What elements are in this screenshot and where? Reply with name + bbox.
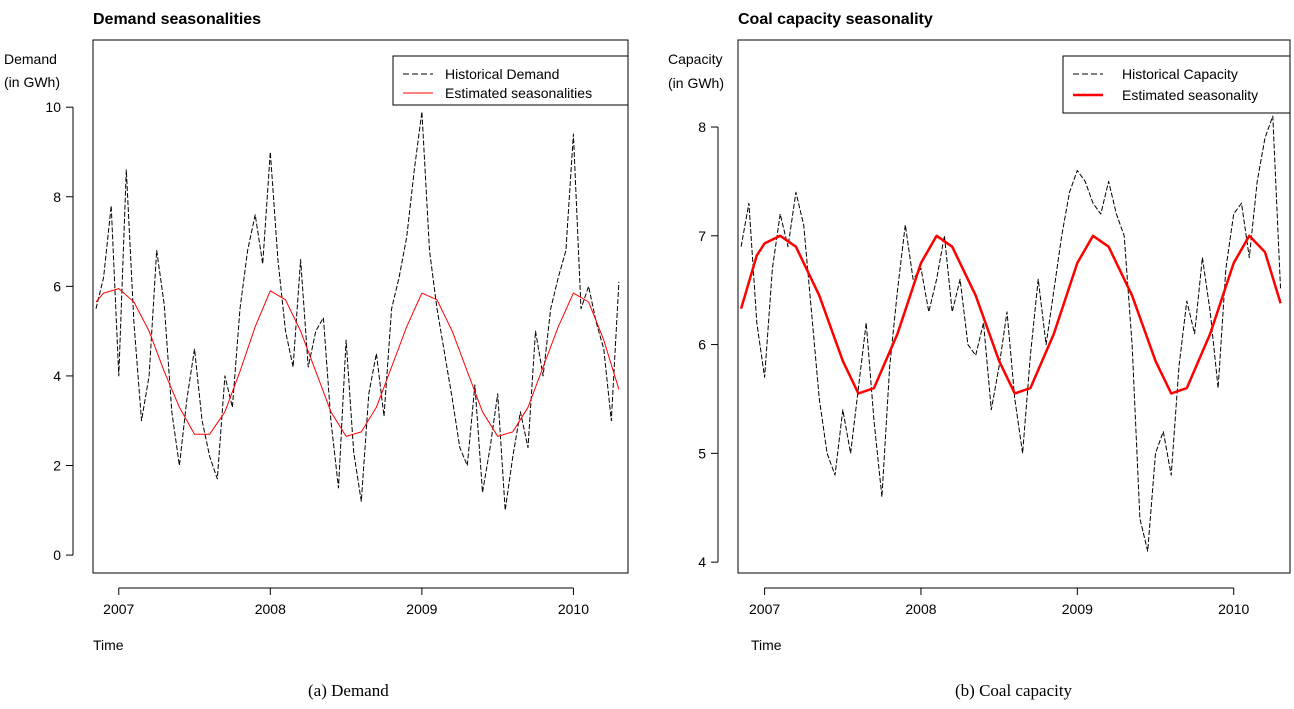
plot-frame <box>737 39 1291 574</box>
figure-caption: (b) Coal capacity <box>955 681 1073 700</box>
y-tick-label: 6 <box>53 278 61 294</box>
series-line-historical <box>740 115 1282 552</box>
coal-capacity-chart: Coal capacity seasonality Capacity (in G… <box>668 11 1291 700</box>
y-tick-label: 10 <box>45 99 61 115</box>
series-layer <box>739 115 1282 552</box>
y-axis-label-line2: (in GWh) <box>668 75 724 91</box>
series-line-estimated <box>95 288 620 437</box>
legend: Historical Demand Estimated seasonalitie… <box>392 55 629 106</box>
demand-chart: Demand seasonalities Demand (in GWh) Tim… <box>4 11 629 700</box>
y-axis-label-line1: Demand <box>4 51 57 67</box>
y-tick-label: 0 <box>53 547 61 563</box>
legend-box <box>392 55 629 106</box>
series-layer <box>95 111 620 511</box>
y-tick-label: 7 <box>698 228 706 244</box>
y-tick-label: 8 <box>53 189 61 205</box>
x-tick-label: 2008 <box>255 601 286 617</box>
x-tick-label: 2007 <box>749 601 780 617</box>
x-axis-label: Time <box>93 637 124 653</box>
x-tick-label: 2010 <box>558 601 589 617</box>
y-tick-label: 8 <box>698 119 706 135</box>
x-tick-label: 2007 <box>103 601 134 617</box>
x-tick-label: 2010 <box>1218 601 1249 617</box>
x-axis: 2007 2008 2009 2010 <box>103 587 589 617</box>
y-axis-label-line1: Capacity <box>668 51 722 67</box>
chart-title: Coal capacity seasonality <box>738 11 933 28</box>
y-tick-label: 6 <box>698 337 706 353</box>
x-tick-label: 2009 <box>406 601 437 617</box>
series-line-historical <box>95 111 620 511</box>
x-tick-label: 2009 <box>1062 601 1093 617</box>
legend-label-estimated: Estimated seasonalities <box>445 85 592 101</box>
chart-title: Demand seasonalities <box>93 11 261 28</box>
y-tick-label: 4 <box>53 368 61 384</box>
figure-caption: (a) Demand <box>308 681 389 700</box>
legend-label-historical: Historical Demand <box>445 66 559 82</box>
x-tick-label: 2008 <box>905 601 936 617</box>
legend-label-estimated: Estimated seasonality <box>1122 87 1258 103</box>
legend-label-historical: Historical Capacity <box>1122 66 1238 82</box>
y-tick-label: 4 <box>698 554 706 570</box>
y-tick-label: 5 <box>698 445 706 461</box>
legend: Historical Capacity Estimated seasonalit… <box>1062 55 1291 114</box>
y-tick-label: 2 <box>53 458 61 474</box>
y-axis: 4 5 6 7 8 <box>698 119 719 570</box>
series-line-estimated <box>739 234 1282 395</box>
x-axis: 2007 2008 2009 2010 <box>749 587 1249 617</box>
x-axis-label: Time <box>751 637 782 653</box>
y-axis-label-line2: (in GWh) <box>4 74 60 90</box>
legend-box <box>1062 55 1291 114</box>
y-axis: 0 2 4 6 8 10 <box>45 99 74 563</box>
plot-frame <box>92 39 629 574</box>
